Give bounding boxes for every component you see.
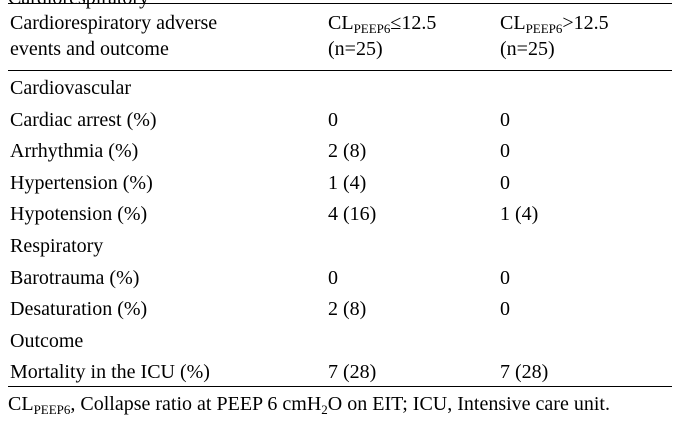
table-title: Cardiorespiratory (8, 0, 149, 10)
table-row: Desaturation (%) 2 (8) 0 (8, 293, 672, 325)
footnote-text-2: O on EIT; ICU, Intensive care unit. (327, 393, 610, 415)
row-value-high: 0 (500, 298, 510, 321)
table-body: Cardiovascular Cardiac arrest (%) 0 0 Ar… (8, 72, 672, 388)
table-row: Arrhythmia (%) 2 (8) 0 (8, 135, 672, 167)
table-footnote: CLPEEP6, Collapse ratio at PEEP 6 cmH2O … (8, 392, 672, 417)
header-col2-line2: (n=25) (328, 38, 383, 60)
table-row: Hypotension (%) 4 (16) 1 (4) (8, 198, 672, 230)
row-value-low: 4 (16) (328, 203, 377, 226)
row-label: Hypotension (%) (10, 203, 148, 226)
header-col1: Cardiorespiratory adverse events and out… (10, 10, 217, 62)
row-label: Cardiac arrest (%) (10, 108, 157, 131)
row-label: Desaturation (%) (10, 298, 148, 321)
header-col3-line1: CLPEEP6>12.5 (500, 12, 609, 36)
row-value-low: 7 (28) (328, 361, 377, 384)
row-value-low: 0 (328, 108, 338, 131)
header-col2: CLPEEP6≤12.5 (n=25) (328, 10, 436, 62)
row-value-low: 1 (4) (328, 171, 367, 194)
header-col2-line1: CLPEEP6≤12.5 (328, 12, 437, 36)
data-table: Cardiorespiratory adverse events and out… (8, 4, 672, 383)
row-value-high: 1 (4) (500, 203, 539, 226)
row-label: Hypertension (%) (10, 171, 153, 194)
table-row: Mortality in the ICU (%) 7 (28) 7 (28) (8, 356, 672, 388)
header-col3: CLPEEP6>12.5 (n=25) (500, 10, 609, 62)
top-rule (8, 3, 672, 4)
header-col1-line1: Cardiorespiratory adverse (10, 12, 218, 34)
row-value-high: 7 (28) (500, 361, 549, 384)
header-row: Cardiorespiratory adverse events and out… (8, 4, 672, 70)
header-col1-line2: events and outcome (10, 38, 169, 60)
row-value-high: 0 (500, 171, 510, 194)
row-value-low: 2 (8) (328, 298, 367, 321)
row-label: Outcome (10, 329, 84, 352)
footnote-h2o-sub: 2 (321, 402, 328, 417)
row-label: Mortality in the ICU (%) (10, 361, 210, 384)
header-rule (8, 70, 672, 71)
footnote-abbr: CL (8, 393, 34, 415)
row-label: Cardiovascular (10, 77, 132, 99)
footnote-text-1: , Collapse ratio at PEEP 6 cmH (70, 393, 322, 415)
bottom-rule (8, 386, 672, 387)
table-row: Cardiovascular (8, 72, 672, 104)
table-row: Respiratory (8, 230, 672, 262)
row-value-low: 2 (8) (328, 140, 367, 163)
table-row: Cardiac arrest (%) 0 0 (8, 104, 672, 136)
row-value-high: 0 (500, 108, 510, 131)
footnote-abbr-sub: PEEP6 (33, 402, 71, 417)
header-col3-line2: (n=25) (500, 38, 555, 60)
row-value-low: 0 (328, 266, 338, 289)
row-label: Respiratory (10, 234, 104, 257)
table-row: Outcome (8, 325, 672, 357)
row-label: Arrhythmia (%) (10, 140, 139, 163)
row-value-high: 0 (500, 140, 510, 163)
row-label: Barotrauma (%) (10, 266, 140, 289)
row-value-high: 0 (500, 266, 510, 289)
table-row: Hypertension (%) 1 (4) 0 (8, 167, 672, 199)
table-row: Barotrauma (%) 0 0 (8, 262, 672, 294)
